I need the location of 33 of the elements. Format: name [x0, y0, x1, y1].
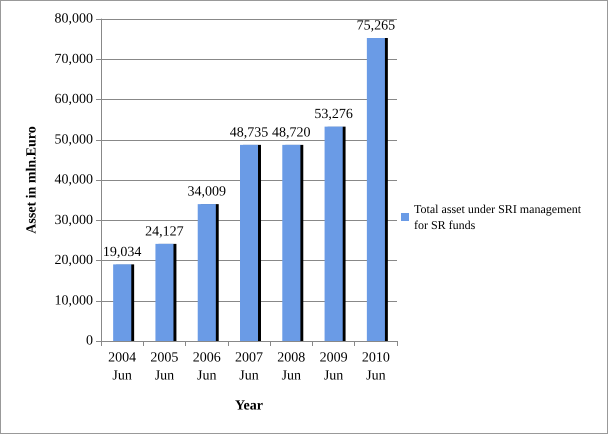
- data-label: 19,034: [102, 244, 142, 260]
- y-tick-label: 40,000: [54, 172, 93, 188]
- bar: [282, 144, 300, 341]
- bar: [155, 244, 174, 341]
- data-label: 34,009: [187, 184, 226, 200]
- x-tick-label: 2010 Jun: [362, 350, 390, 384]
- data-label: 48,735: [230, 125, 268, 140]
- data-label: 75,265: [356, 18, 396, 34]
- y-tick-label: 80,000: [54, 12, 93, 26]
- x-tick-label: 2006 Jun: [192, 350, 221, 384]
- y-tick-label: 20,000: [54, 253, 93, 268]
- data-label: 24,127: [145, 224, 184, 240]
- x-axis-title: Year: [235, 398, 263, 414]
- legend-label: Total asset under SRI management for SR funds: [414, 202, 584, 232]
- y-tick-label: 10,000: [54, 293, 93, 308]
- x-tick-label: 2004 Jun: [108, 350, 136, 384]
- bar: [198, 204, 216, 341]
- data-label: 48,720: [272, 125, 311, 140]
- x-tick-label: 2009 Jun: [320, 350, 348, 384]
- bar: [240, 144, 258, 341]
- x-tick-label: 2005 Jun: [150, 350, 178, 384]
- y-axis-title: Asset in mln.Euro: [24, 126, 40, 234]
- y-tick-label: 30,000: [54, 212, 93, 228]
- y-tick-label: 60,000: [54, 92, 93, 107]
- y-tick-label: 0: [86, 334, 93, 348]
- bar: [366, 38, 385, 341]
- x-tick-label: 2007 Jun: [235, 350, 263, 384]
- bar: [324, 126, 343, 341]
- bar: [113, 264, 132, 341]
- data-label: 53,276: [314, 107, 353, 122]
- y-tick-label: 70,000: [54, 52, 93, 67]
- y-tick-label: 50,000: [54, 132, 93, 148]
- x-tick-label: 2008 Jun: [277, 350, 306, 384]
